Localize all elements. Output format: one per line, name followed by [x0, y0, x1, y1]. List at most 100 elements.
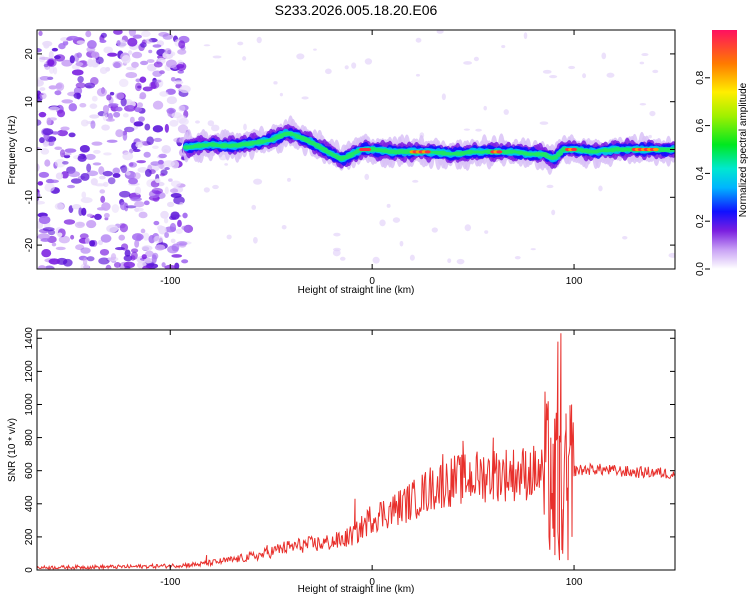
- noise-blob: [176, 241, 188, 246]
- noise-blob: [119, 201, 128, 211]
- noise-blob: [48, 85, 57, 90]
- noise-blob: [582, 73, 587, 79]
- noise-blob: [106, 224, 119, 233]
- noise-blob: [296, 53, 305, 60]
- noise-blob: [152, 44, 162, 48]
- noise-blob: [128, 30, 137, 37]
- noise-blob: [162, 33, 173, 40]
- noise-blob: [37, 163, 40, 172]
- noise-blob: [113, 62, 121, 69]
- noise-blob: [152, 70, 163, 77]
- noise-blob: [57, 232, 63, 238]
- noise-blob: [392, 217, 401, 223]
- noise-blob: [148, 235, 156, 244]
- y-tick-label: 1400: [24, 327, 35, 350]
- noise-blob: [79, 145, 90, 153]
- noise-blob: [127, 50, 133, 55]
- spectrogram-xlabel: Height of straight line (km): [298, 285, 415, 296]
- noise-blob: [87, 40, 97, 49]
- noise-blob: [163, 217, 169, 224]
- noise-blob: [30, 143, 37, 146]
- noise-blob: [38, 171, 50, 178]
- snr-frame: [36, 329, 676, 571]
- noise-blob: [90, 120, 96, 129]
- noise-blob: [170, 193, 182, 198]
- noise-blob: [171, 254, 183, 258]
- noise-blob: [124, 266, 131, 269]
- noise-blob: [224, 163, 229, 166]
- signal-peak: [652, 147, 659, 152]
- noise-blob: [39, 137, 45, 144]
- noise-blob: [601, 52, 607, 60]
- colorbar-tick-label: 0.6: [695, 118, 706, 132]
- noise-blob: [176, 64, 185, 69]
- noise-blob: [115, 106, 123, 112]
- noise-blob: [47, 235, 57, 244]
- noise-blob: [67, 184, 75, 189]
- noise-blob: [69, 55, 75, 64]
- noise-blob: [598, 185, 603, 192]
- x-tick-label: 100: [566, 276, 583, 287]
- noise-blob: [152, 100, 164, 110]
- noise-blob: [71, 69, 84, 76]
- noise-blob: [415, 73, 421, 77]
- noise-blob: [203, 187, 210, 193]
- noise-blob: [138, 116, 145, 122]
- noise-blob: [175, 228, 183, 234]
- noise-blob: [100, 195, 106, 203]
- noise-blob: [80, 172, 90, 181]
- noise-blob: [136, 160, 147, 164]
- noise-blob: [85, 153, 96, 161]
- noise-blob: [113, 30, 123, 35]
- noise-blob: [158, 153, 167, 159]
- noise-blob: [648, 134, 652, 139]
- noise-blob: [92, 162, 102, 166]
- noise-blob: [179, 85, 191, 94]
- noise-blob: [84, 237, 90, 245]
- noise-blob: [170, 180, 181, 188]
- noise-blob: [86, 213, 93, 218]
- noise-blob: [668, 252, 675, 258]
- noise-blob: [81, 191, 87, 199]
- noise-blob: [210, 124, 220, 132]
- noise-blob: [37, 233, 50, 240]
- signal-peak: [571, 147, 578, 152]
- noise-blob: [57, 129, 68, 137]
- noise-blob: [351, 62, 357, 69]
- noise-blob: [86, 220, 97, 229]
- noise-blob: [38, 30, 43, 37]
- noise-blob: [207, 120, 215, 127]
- noise-blob: [131, 51, 143, 59]
- noise-blob: [287, 177, 291, 182]
- noise-blob: [133, 172, 141, 180]
- noise-blob: [80, 263, 90, 269]
- colorbar-tick-label: 0.8: [695, 70, 706, 84]
- noise-blob: [103, 212, 110, 219]
- y-tick-label: 20: [24, 48, 35, 60]
- noise-blob: [123, 254, 133, 262]
- noise-blob: [90, 178, 98, 186]
- noise-blob: [146, 59, 155, 63]
- noise-blob: [118, 234, 126, 241]
- noise-blob: [456, 258, 465, 265]
- noise-blob: [164, 232, 170, 238]
- noise-blob: [332, 249, 341, 257]
- noise-blob: [101, 202, 111, 211]
- noise-blob: [164, 123, 169, 133]
- noise-blob: [212, 184, 219, 190]
- noise-blob: [514, 255, 521, 260]
- noise-blob: [181, 259, 189, 264]
- figure-title: S233.2026.005.18.20.E06: [275, 2, 438, 18]
- noise-blob: [182, 212, 188, 219]
- noise-blob: [59, 149, 66, 158]
- noise-blob: [42, 40, 53, 47]
- noise-blob: [344, 65, 349, 70]
- noise-blob: [44, 159, 51, 167]
- noise-blob: [129, 148, 134, 154]
- noise-blob: [54, 202, 65, 210]
- noise-blob: [242, 56, 247, 61]
- noise-blob: [37, 119, 42, 126]
- x-tick-label: 0: [369, 577, 375, 588]
